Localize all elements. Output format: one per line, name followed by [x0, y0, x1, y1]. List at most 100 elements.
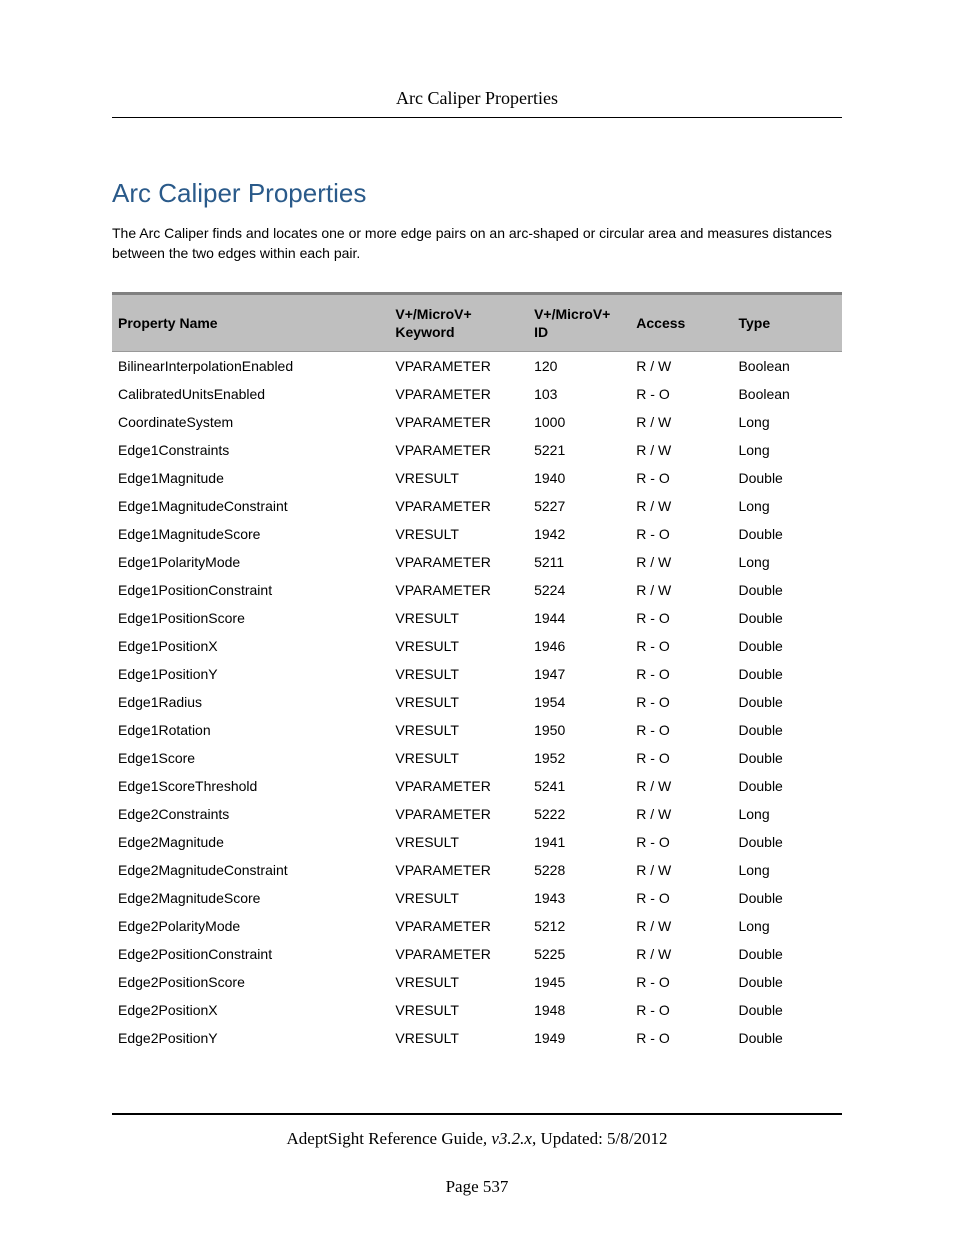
- cell-access: R - O: [630, 520, 732, 548]
- cell-name: Edge1PolarityMode: [112, 548, 389, 576]
- table-row: CoordinateSystemVPARAMETER1000R / WLong: [112, 408, 842, 436]
- cell-id: 1940: [528, 464, 630, 492]
- cell-type: Double: [732, 576, 842, 604]
- cell-access: R / W: [630, 436, 732, 464]
- cell-type: Double: [732, 716, 842, 744]
- cell-keyword: VRESULT: [389, 828, 528, 856]
- table-row: Edge1RotationVRESULT1950R - ODouble: [112, 716, 842, 744]
- cell-access: R / W: [630, 408, 732, 436]
- cell-id: 1954: [528, 688, 630, 716]
- cell-name: Edge1MagnitudeScore: [112, 520, 389, 548]
- cell-id: 1949: [528, 1024, 630, 1052]
- col-header-keyword-l2: Keyword: [395, 324, 454, 340]
- cell-access: R / W: [630, 856, 732, 884]
- cell-name: Edge1MagnitudeConstraint: [112, 492, 389, 520]
- table-row: BilinearInterpolationEnabledVPARAMETER12…: [112, 351, 842, 380]
- footer-divider: [112, 1113, 842, 1115]
- cell-keyword: VPARAMETER: [389, 772, 528, 800]
- cell-access: R / W: [630, 548, 732, 576]
- footer-updated: , Updated: 5/8/2012: [532, 1129, 668, 1148]
- table-row: Edge2PositionYVRESULT1949R - ODouble: [112, 1024, 842, 1052]
- cell-name: Edge1PositionScore: [112, 604, 389, 632]
- cell-keyword: VPARAMETER: [389, 548, 528, 576]
- table-row: Edge1PositionConstraintVPARAMETER5224R /…: [112, 576, 842, 604]
- cell-type: Double: [732, 520, 842, 548]
- col-header-id-l1: V+/MicroV+: [534, 306, 610, 322]
- cell-type: Long: [732, 436, 842, 464]
- page-number: Page 537: [0, 1177, 954, 1197]
- table-row: CalibratedUnitsEnabledVPARAMETER103R - O…: [112, 380, 842, 408]
- cell-access: R / W: [630, 576, 732, 604]
- table-row: Edge1MagnitudeVRESULT1940R - ODouble: [112, 464, 842, 492]
- cell-access: R / W: [630, 940, 732, 968]
- cell-type: Long: [732, 912, 842, 940]
- cell-type: Double: [732, 940, 842, 968]
- cell-access: R - O: [630, 744, 732, 772]
- cell-name: Edge2PositionX: [112, 996, 389, 1024]
- cell-id: 103: [528, 380, 630, 408]
- table-row: Edge1MagnitudeScoreVRESULT1942R - ODoubl…: [112, 520, 842, 548]
- cell-type: Double: [732, 884, 842, 912]
- cell-name: Edge2MagnitudeScore: [112, 884, 389, 912]
- cell-keyword: VPARAMETER: [389, 940, 528, 968]
- col-header-keyword-l1: V+/MicroV+: [395, 306, 471, 322]
- table-row: Edge2PositionConstraintVPARAMETER5225R /…: [112, 940, 842, 968]
- table-row: Edge1ConstraintsVPARAMETER5221R / WLong: [112, 436, 842, 464]
- cell-id: 1943: [528, 884, 630, 912]
- cell-name: Edge1Radius: [112, 688, 389, 716]
- cell-type: Boolean: [732, 351, 842, 380]
- table-row: Edge2MagnitudeConstraintVPARAMETER5228R …: [112, 856, 842, 884]
- table-row: Edge2MagnitudeScoreVRESULT1943R - ODoubl…: [112, 884, 842, 912]
- cell-keyword: VPARAMETER: [389, 408, 528, 436]
- cell-keyword: VPARAMETER: [389, 380, 528, 408]
- cell-keyword: VPARAMETER: [389, 436, 528, 464]
- section-title: Arc Caliper Properties: [112, 178, 842, 209]
- table-row: Edge1PositionScoreVRESULT1944R - ODouble: [112, 604, 842, 632]
- cell-id: 5222: [528, 800, 630, 828]
- table-row: Edge2PositionXVRESULT1948R - ODouble: [112, 996, 842, 1024]
- cell-type: Double: [732, 464, 842, 492]
- cell-keyword: VRESULT: [389, 1024, 528, 1052]
- cell-access: R - O: [630, 828, 732, 856]
- col-header-access: Access: [630, 293, 732, 351]
- cell-id: 5241: [528, 772, 630, 800]
- cell-type: Long: [732, 800, 842, 828]
- cell-access: R - O: [630, 996, 732, 1024]
- cell-type: Long: [732, 408, 842, 436]
- cell-id: 5225: [528, 940, 630, 968]
- cell-name: Edge1PositionY: [112, 660, 389, 688]
- cell-keyword: VRESULT: [389, 660, 528, 688]
- cell-name: Edge1Constraints: [112, 436, 389, 464]
- footer-version: , v3.2.x: [483, 1129, 532, 1148]
- cell-keyword: VRESULT: [389, 632, 528, 660]
- cell-keyword: VRESULT: [389, 884, 528, 912]
- cell-name: Edge1PositionConstraint: [112, 576, 389, 604]
- cell-keyword: VRESULT: [389, 716, 528, 744]
- cell-id: 1945: [528, 968, 630, 996]
- cell-type: Double: [732, 828, 842, 856]
- table-row: Edge2PositionScoreVRESULT1945R - ODouble: [112, 968, 842, 996]
- table-header-row: Property Name V+/MicroV+ Keyword V+/Micr…: [112, 293, 842, 351]
- cell-name: Edge2PositionConstraint: [112, 940, 389, 968]
- cell-id: 5211: [528, 548, 630, 576]
- cell-keyword: VRESULT: [389, 968, 528, 996]
- cell-access: R - O: [630, 660, 732, 688]
- cell-access: R - O: [630, 1024, 732, 1052]
- table-row: Edge2MagnitudeVRESULT1941R - ODouble: [112, 828, 842, 856]
- table-row: Edge1PolarityModeVPARAMETER5211R / WLong: [112, 548, 842, 576]
- cell-keyword: VPARAMETER: [389, 856, 528, 884]
- col-header-id: V+/MicroV+ ID: [528, 293, 630, 351]
- col-header-id-l2: ID: [534, 324, 548, 340]
- cell-access: R - O: [630, 716, 732, 744]
- table-row: Edge2ConstraintsVPARAMETER5222R / WLong: [112, 800, 842, 828]
- col-header-keyword: V+/MicroV+ Keyword: [389, 293, 528, 351]
- cell-type: Boolean: [732, 380, 842, 408]
- cell-keyword: VPARAMETER: [389, 576, 528, 604]
- cell-name: Edge1Score: [112, 744, 389, 772]
- cell-keyword: VRESULT: [389, 688, 528, 716]
- cell-id: 1950: [528, 716, 630, 744]
- cell-access: R - O: [630, 604, 732, 632]
- table-row: Edge1RadiusVRESULT1954R - ODouble: [112, 688, 842, 716]
- cell-name: Edge1Rotation: [112, 716, 389, 744]
- cell-type: Double: [732, 772, 842, 800]
